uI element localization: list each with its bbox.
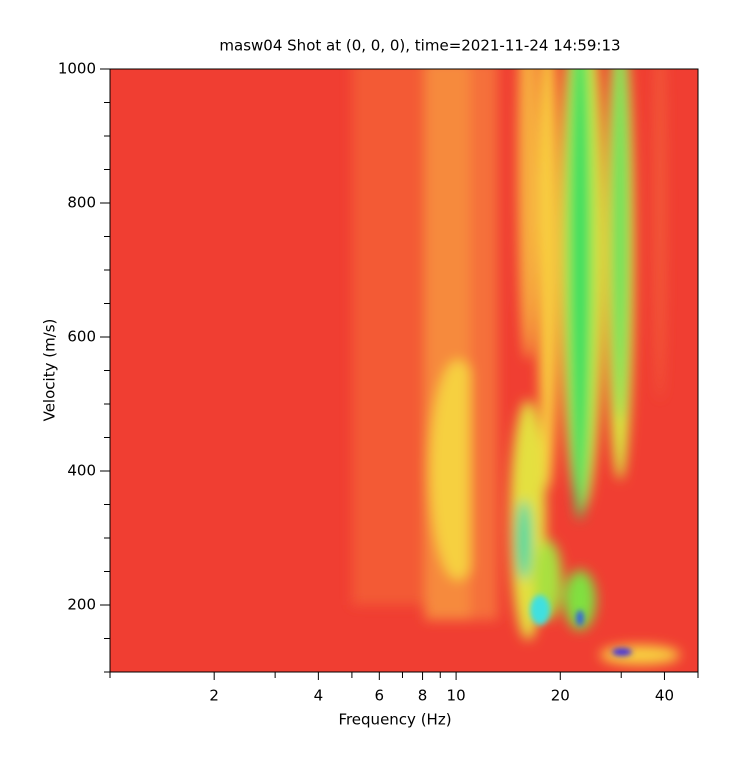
x-tick-label: 8 bbox=[418, 687, 428, 705]
x-tick-label: 40 bbox=[655, 687, 674, 705]
y-tick-label: 400 bbox=[67, 462, 96, 480]
dispersion-image bbox=[110, 69, 698, 672]
y-tick-label: 1000 bbox=[58, 60, 96, 78]
x-tick-label: 6 bbox=[375, 687, 385, 705]
y-tick-label: 800 bbox=[67, 194, 96, 212]
y-axis-label: Velocity (m/s) bbox=[41, 319, 59, 422]
y-tick-label: 600 bbox=[67, 328, 96, 346]
x-tick-label: 10 bbox=[447, 687, 466, 705]
x-axis-label: Frequency (Hz) bbox=[338, 711, 451, 729]
y-tick-label: 200 bbox=[67, 596, 96, 614]
x-tick-label: 4 bbox=[314, 687, 324, 705]
x-tick-label: 20 bbox=[551, 687, 570, 705]
chart-title: masw04 Shot at (0, 0, 0), time=2021-11-2… bbox=[219, 37, 620, 55]
x-tick-label: 2 bbox=[209, 687, 219, 705]
